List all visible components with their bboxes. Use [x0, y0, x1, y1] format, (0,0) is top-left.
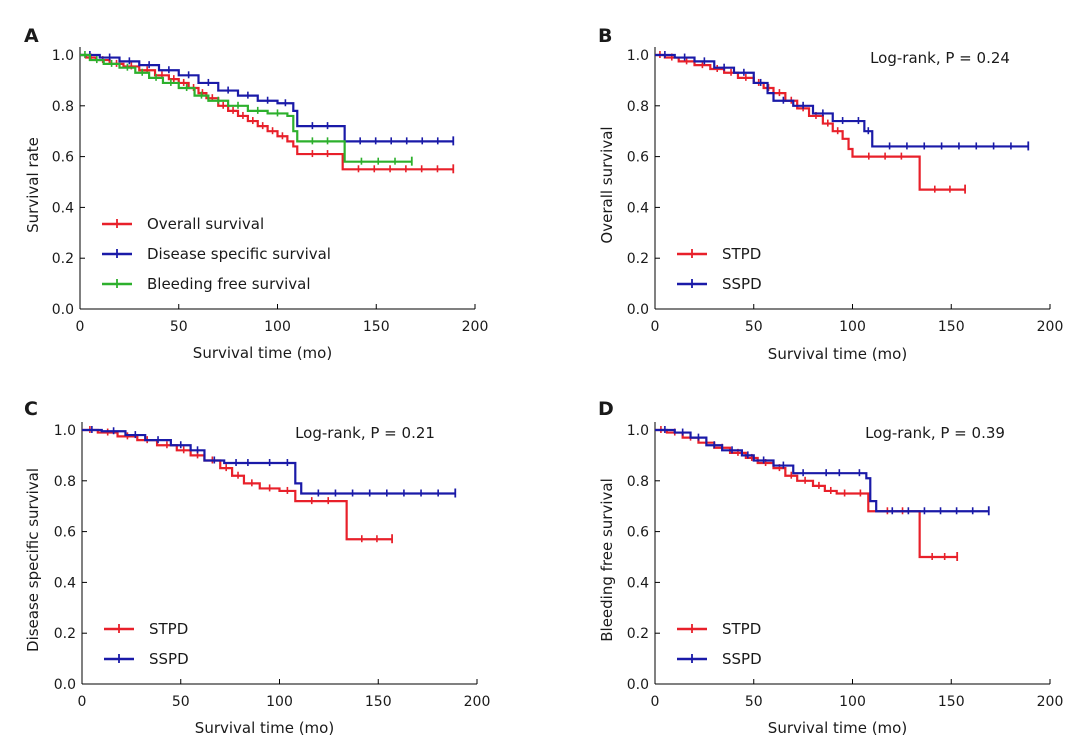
log-rank-annotation: Log-rank, P = 0.39: [865, 424, 1005, 442]
y-tick-label: 1.0: [54, 423, 76, 439]
panel-d: D 0 50 100 150 200 0.0 0.2 0.4 0.6 0.8 1.0 Survival …: [598, 398, 1063, 737]
panel-b: B 0 50 100 150 200 0.0 0.2 0.4 0.6 0.8 1.0 Survival …: [598, 25, 1063, 363]
legend-label: SSPD: [722, 275, 762, 293]
legend-entry: STPD: [677, 620, 761, 638]
x-tick-label: 150: [938, 694, 965, 710]
x-tick-label: 100: [839, 319, 866, 335]
x-tick-label: 0: [651, 694, 660, 710]
y-tick-label: 0.4: [54, 575, 76, 591]
x-tick-label: 50: [170, 319, 188, 335]
y-tick-label: 0.8: [52, 99, 74, 115]
x-tick-label: 0: [651, 319, 660, 335]
legend-label: STPD: [722, 620, 761, 638]
survival-curve-stpd: [655, 53, 966, 191]
panel-letter: A: [24, 25, 39, 47]
y-tick-label: 0.0: [52, 302, 74, 318]
legend-entry: Disease specific survival: [102, 245, 331, 263]
x-tick-label: 50: [172, 694, 190, 710]
y-tick-label: 0.4: [52, 200, 74, 216]
x-tick-label: 200: [464, 694, 491, 710]
y-tick-label: 0.8: [627, 99, 649, 115]
y-axis-label: Disease specific survival: [24, 468, 42, 652]
y-tick-label: 1.0: [52, 48, 74, 64]
y-axis-label: Bleeding free survival: [598, 478, 616, 642]
y-tick-label: 0.0: [627, 677, 649, 693]
panel-letter: B: [598, 25, 612, 47]
legend-entry: Overall survival: [102, 215, 264, 233]
x-tick-label: 200: [1037, 319, 1064, 335]
legend-label: STPD: [722, 245, 761, 263]
y-tick-label: 0.0: [54, 677, 76, 693]
x-tick-label: 0: [78, 694, 87, 710]
log-rank-annotation: Log-rank, P = 0.21: [295, 424, 435, 442]
y-tick-label: 1.0: [627, 48, 649, 64]
log-rank-annotation: Log-rank, P = 0.24: [870, 49, 1010, 67]
y-tick-label: 1.0: [627, 423, 649, 439]
x-axis-label: Survival time (mo): [768, 345, 907, 363]
panel-letter: C: [24, 398, 38, 420]
y-tick-label: 0.4: [627, 575, 649, 591]
legend-label: SSPD: [722, 650, 762, 668]
y-tick-label: 0.2: [54, 626, 76, 642]
x-tick-label: 50: [745, 319, 763, 335]
y-tick-label: 0.6: [52, 150, 74, 166]
y-tick-label: 0.2: [627, 251, 649, 267]
legend-label: Bleeding free survival: [147, 275, 311, 293]
y-tick-label: 0.6: [54, 525, 76, 541]
panel-a: A 0 50 100 150 200 0.0 0.2 0.4 0.6 0.8 1.0 Survival …: [24, 25, 488, 362]
survival-curve-bleeding-free-survival: [80, 53, 412, 163]
y-tick-label: 0.6: [627, 525, 649, 541]
panel-letter: D: [598, 398, 614, 420]
survival-curve-stpd: [655, 428, 958, 559]
legend-entry: SSPD: [677, 275, 762, 293]
legend-label: Overall survival: [147, 215, 264, 233]
x-axis-label: Survival time (mo): [768, 719, 907, 737]
y-tick-label: 0.6: [627, 150, 649, 166]
x-axis-label: Survival time (mo): [195, 719, 334, 737]
survival-curve-stpd: [82, 428, 393, 541]
x-tick-label: 0: [76, 319, 85, 335]
x-tick-label: 100: [266, 694, 293, 710]
x-tick-label: 100: [839, 694, 866, 710]
x-tick-label: 50: [745, 694, 763, 710]
x-tick-label: 100: [264, 319, 291, 335]
legend-entry: SSPD: [677, 650, 762, 668]
legend-entry: STPD: [104, 620, 188, 638]
legend-label: SSPD: [149, 650, 189, 668]
legend-entry: SSPD: [104, 650, 189, 668]
y-tick-label: 0.8: [627, 474, 649, 490]
x-axis-label: Survival time (mo): [193, 344, 332, 362]
y-tick-label: 0.2: [52, 251, 74, 267]
y-tick-label: 0.4: [627, 200, 649, 216]
y-axis-label: Overall survival: [598, 126, 616, 243]
y-axis-label: Survival rate: [24, 137, 42, 233]
y-tick-label: 0.8: [54, 474, 76, 490]
x-tick-label: 150: [363, 319, 390, 335]
x-tick-label: 200: [462, 319, 489, 335]
legend-entry: Bleeding free survival: [102, 275, 311, 293]
survival-curve-sspd: [655, 53, 1029, 148]
panel-c: C 0 50 100 150 200 0.0 0.2 0.4 0.6 0.8 1.0 Survival …: [24, 398, 490, 737]
legend-entry: STPD: [677, 245, 761, 263]
x-tick-label: 150: [938, 319, 965, 335]
legend-label: Disease specific survival: [147, 245, 331, 263]
y-tick-label: 0.2: [627, 626, 649, 642]
survival-curve-disease-specific-survival: [80, 53, 454, 143]
x-tick-label: 200: [1037, 694, 1064, 710]
legend-label: STPD: [149, 620, 188, 638]
y-tick-label: 0.0: [627, 302, 649, 318]
x-tick-label: 150: [365, 694, 392, 710]
